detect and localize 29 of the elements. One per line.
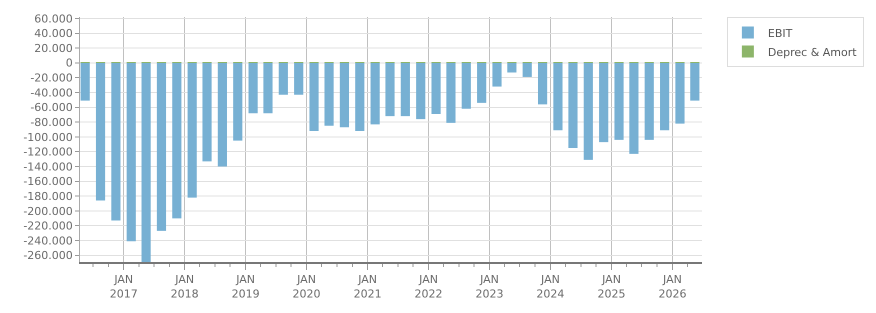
y-tick-label: -40.000 (30, 86, 73, 100)
x-tick-label: JAN 2023 (475, 273, 504, 300)
y-tick-label: -160.000 (23, 175, 73, 188)
y-tick-label: 40.000 (34, 27, 73, 40)
y-tick-label: -80.000 (30, 116, 73, 129)
x-tick-label: JAN 2018 (170, 273, 199, 300)
y-tick-label: -60.000 (30, 101, 73, 114)
x-tick-label: JAN 2024 (536, 273, 564, 300)
y-tick-label: -180.000 (23, 190, 73, 203)
y-tick-label: -220.000 (23, 220, 73, 233)
y-tick-label: -20.000 (30, 72, 73, 85)
x-tick-label: JAN 2022 (414, 273, 443, 300)
y-tick-label: -200.000 (23, 204, 73, 218)
y-tick-label: 0 (66, 56, 73, 70)
x-tick-label: JAN 2025 (598, 273, 626, 300)
y-tick-label: -260.000 (23, 249, 73, 262)
x-tick-label: JAN 2020 (292, 273, 321, 300)
x-tick-label: JAN 2019 (232, 273, 260, 300)
y-tick-label: -120.000 (23, 146, 73, 159)
x-tick-label: JAN 2021 (354, 273, 382, 300)
y-tick-label: 20.000 (34, 42, 73, 55)
legend-label: Deprec & Amort (768, 46, 858, 59)
x-tick-label: JAN 2026 (658, 273, 686, 300)
y-tick-label: -140.000 (23, 160, 73, 174)
legend-label: EBIT (768, 26, 793, 40)
y-tick-label: -100.000 (23, 130, 73, 144)
y-tick-label: 60.000 (34, 12, 73, 26)
y-tick-label: -240.000 (23, 234, 73, 248)
x-tick-label: JAN 2017 (110, 273, 138, 300)
